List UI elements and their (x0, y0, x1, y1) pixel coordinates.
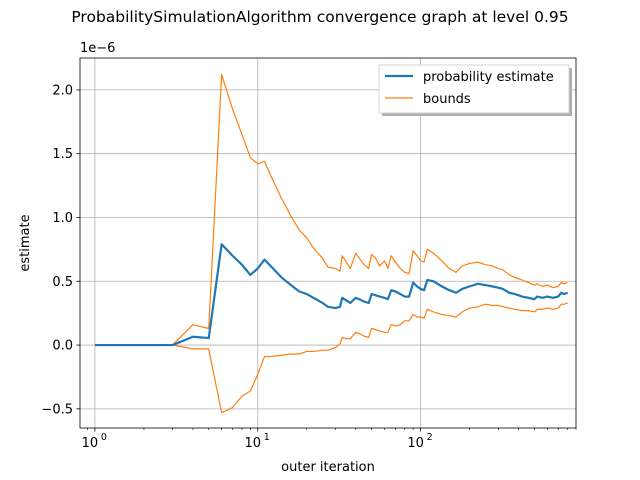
series-group (94, 73, 569, 414)
x-axis-label: outer iteration (281, 460, 375, 475)
x-tick-base: 10 (82, 436, 99, 451)
y-tick-label: 1.5 (52, 147, 73, 162)
series-bounds-upper (94, 73, 568, 346)
x-tick-label: 10 (244, 436, 261, 451)
y-tick-label: −0.5 (41, 402, 73, 417)
y-tick-label: 2.0 (52, 83, 73, 98)
axis-ticks: 10 0 10 1 10 2−0.50.00.51.01.52.0 (41, 83, 577, 451)
series-bounds-lower (94, 302, 568, 414)
legend-box (378, 64, 570, 114)
series-probability-estimate (94, 243, 569, 347)
legend-label-bounds: bounds (423, 92, 471, 107)
x-tick-exponent: 1 (264, 432, 270, 443)
chart-title: ProbabilitySimulationAlgorithm convergen… (71, 8, 568, 26)
y-tick-label: 0.0 (52, 339, 73, 354)
y-tick-label: 0.5 (52, 275, 73, 290)
y-offset-label: 1e−6 (80, 41, 115, 56)
y-axis-label: estimate (18, 214, 33, 271)
x-tick-base: 10 (407, 436, 424, 451)
y-tick-label: 1.0 (52, 211, 73, 226)
x-tick-label: 10 (407, 436, 424, 451)
x-tick-label: 10 (82, 436, 99, 451)
x-tick-exponent: 0 (101, 432, 107, 443)
plot-frame (79, 57, 577, 429)
legend: probability estimate bounds (378, 64, 572, 116)
x-tick-exponent: 2 (427, 432, 433, 443)
x-tick-base: 10 (244, 436, 261, 451)
legend-label-estimate: probability estimate (423, 70, 554, 85)
